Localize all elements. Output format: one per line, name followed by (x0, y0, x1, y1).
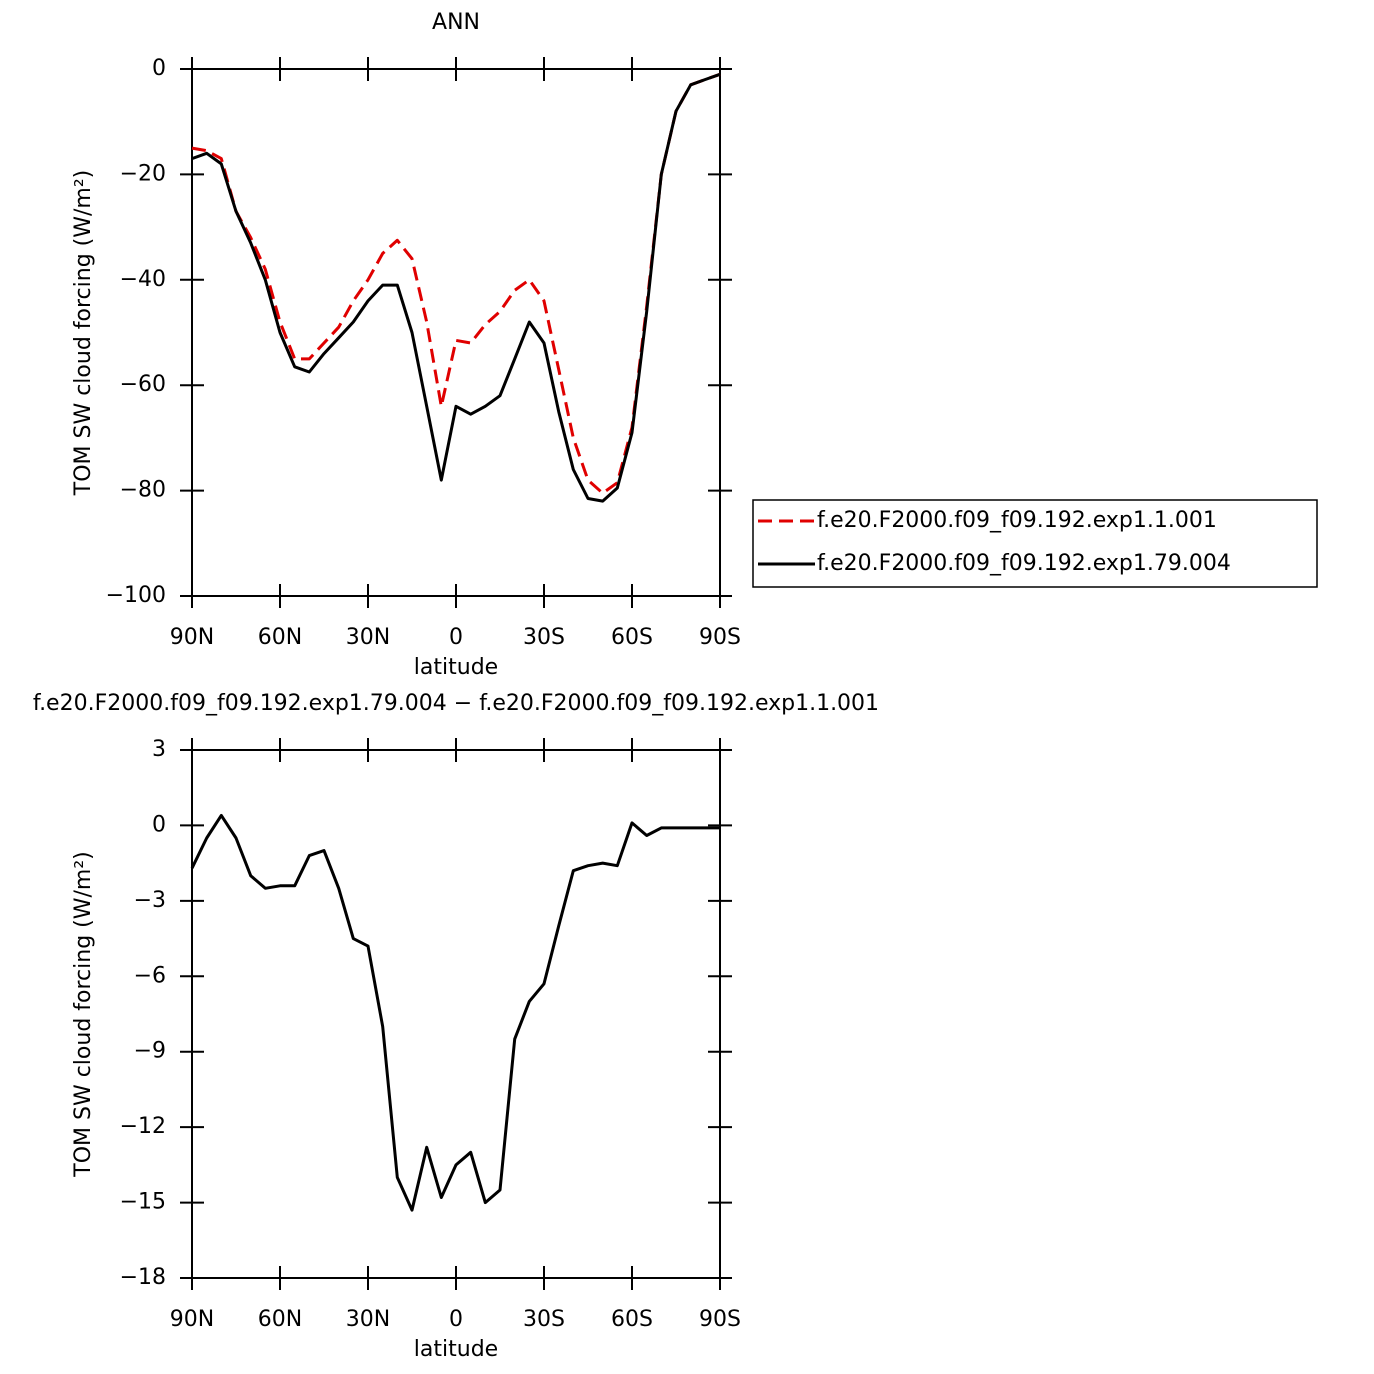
y-tick-label: 3 (152, 737, 166, 762)
y-axis-label: TOM SW cloud forcing (W/m²) (71, 170, 96, 496)
x-tick-label: 0 (449, 625, 463, 650)
x-tick-label: 90N (170, 1307, 214, 1332)
series-line (190, 813, 720, 1212)
legend-label: f.e20.F2000.f09_f09.192.exp1.79.004 (817, 551, 1231, 576)
x-tick-label: 30S (523, 1307, 565, 1332)
y-tick-label: −12 (120, 1114, 166, 1139)
y-tick-label: 0 (152, 56, 166, 81)
x-tick-label: 60N (258, 1307, 302, 1332)
y-tick-label: 0 (152, 812, 166, 837)
x-tick-label: 90N (170, 625, 214, 650)
y-tick-label: −15 (120, 1190, 166, 1215)
x-axis-label: latitude (414, 1337, 498, 1362)
x-tick-label: 30N (346, 625, 390, 650)
plot-frame (191, 749, 721, 1279)
legend-box (752, 499, 1318, 588)
chart-title: ANN (432, 10, 480, 35)
y-tick-label: −60 (120, 372, 166, 397)
x-tick-label: 60S (611, 625, 653, 650)
y-tick-label: −9 (134, 1039, 166, 1064)
y-tick-label: −20 (120, 161, 166, 186)
series-line (191, 72, 721, 495)
series-line (191, 72, 721, 503)
y-axis-label: TOM SW cloud forcing (W/m²) (71, 851, 96, 1177)
x-tick-label: 90S (699, 1307, 741, 1332)
y-tick-label: −18 (120, 1265, 166, 1290)
y-tick-label: −80 (120, 478, 166, 503)
chart-title: f.e20.F2000.f09_f09.192.exp1.79.004 − f.… (33, 691, 879, 716)
y-tick-label: −100 (106, 583, 166, 608)
x-tick-label: 30N (346, 1307, 390, 1332)
x-tick-label: 60N (258, 625, 302, 650)
x-tick-label: 90S (699, 625, 741, 650)
y-tick-label: −6 (134, 963, 166, 988)
x-tick-label: 30S (523, 625, 565, 650)
x-axis-label: latitude (414, 655, 498, 680)
x-tick-label: 0 (449, 1307, 463, 1332)
x-tick-label: 60S (611, 1307, 653, 1332)
y-tick-label: −3 (134, 888, 166, 913)
legend-label: f.e20.F2000.f09_f09.192.exp1.1.001 (817, 508, 1217, 533)
plot-frame (191, 68, 721, 597)
y-tick-label: −40 (120, 267, 166, 292)
